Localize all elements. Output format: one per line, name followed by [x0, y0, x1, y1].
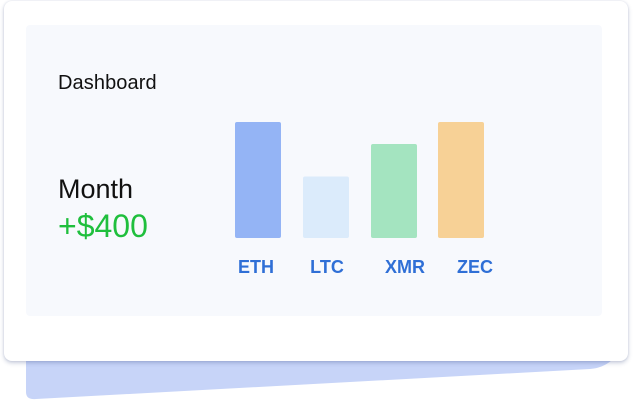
tick-label-xmr: XMR — [385, 257, 425, 277]
bar-eth — [235, 122, 281, 238]
bar-ltc — [303, 176, 349, 238]
amount-value: +$400 — [58, 208, 148, 244]
tick-label-ltc: LTC — [310, 257, 344, 277]
bar-zec — [438, 122, 484, 238]
bar-xmr — [371, 144, 417, 238]
period-label: Month — [58, 174, 134, 204]
tick-label-eth: ETH — [238, 257, 274, 277]
card-title: Dashboard — [58, 72, 157, 94]
dashboard-panel: Dashboard Month +$400 — [26, 25, 602, 316]
tick-label-zec: ZEC — [457, 257, 493, 277]
